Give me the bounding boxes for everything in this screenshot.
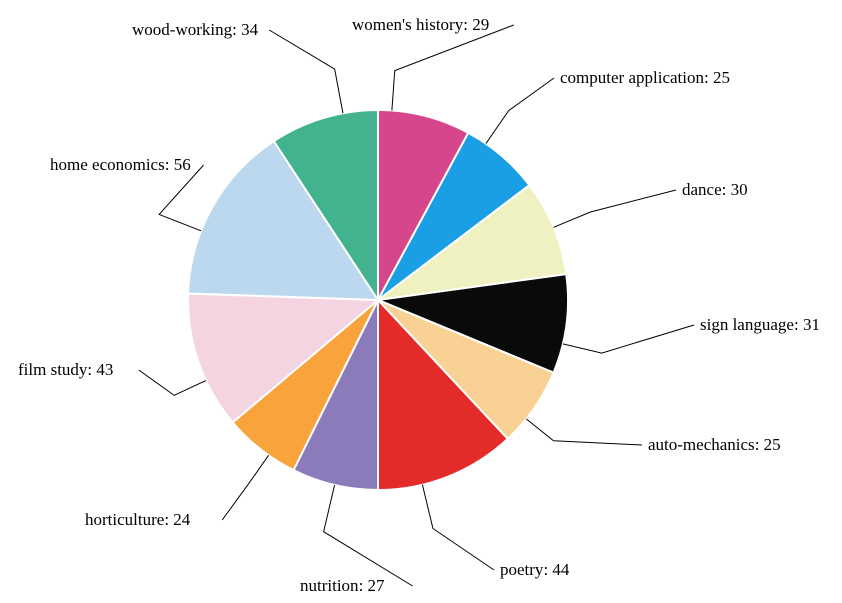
slice-label-name: film study (18, 360, 87, 379)
slice-label-name: home economics (50, 155, 165, 174)
slice-label-name: nutrition (300, 576, 359, 595)
leader-line (269, 30, 343, 113)
slice-label: horticulture: 24 (85, 510, 190, 530)
leader-line (486, 78, 554, 144)
slice-label-sep: : (704, 68, 713, 87)
slice-label-value: 43 (96, 360, 113, 379)
slice-label-name: horticulture (85, 510, 164, 529)
leader-line (526, 419, 642, 445)
slice-label-name: poetry (500, 560, 543, 579)
slice-label: dance: 30 (682, 180, 748, 200)
leader-line (554, 190, 676, 227)
slice-label-name: auto-mechanics (648, 435, 755, 454)
slice-label: wood-working: 34 (132, 20, 258, 40)
slice-label-sep: : (755, 435, 764, 454)
leader-line (422, 485, 494, 570)
slice-label-value: 30 (731, 180, 748, 199)
slice-label: sign language: 31 (700, 315, 820, 335)
slice-label-name: dance (682, 180, 722, 199)
slice-label-name: women's history (352, 15, 463, 34)
slice-label-value: 56 (174, 155, 191, 174)
slice-label-value: 25 (713, 68, 730, 87)
leader-line (139, 370, 206, 395)
slice-label: women's history: 29 (352, 15, 489, 35)
slice-label: home economics: 56 (50, 155, 191, 175)
slice-label: nutrition: 27 (300, 576, 385, 596)
slice-label-sep: : (722, 180, 731, 199)
slice-label-name: computer application (560, 68, 704, 87)
slice-label-sep: : (359, 576, 368, 595)
slice-label: film study: 43 (18, 360, 113, 380)
slice-label-value: 44 (552, 560, 569, 579)
pie-chart-container: women's history: 29 computer application:… (0, 0, 842, 603)
slice-label-sep: : (232, 20, 241, 39)
slice-label-value: 27 (368, 576, 385, 595)
leader-line (563, 325, 694, 353)
slice-label-sep: : (794, 315, 803, 334)
slice-label-value: 24 (173, 510, 190, 529)
leader-line (324, 485, 413, 586)
slice-label-name: wood-working (132, 20, 232, 39)
leader-line (392, 25, 514, 111)
slice-label-sep: : (463, 15, 472, 34)
slice-label: poetry: 44 (500, 560, 569, 580)
leader-line (222, 455, 268, 520)
slice-label: computer application: 25 (560, 68, 730, 88)
slice-label-value: 31 (803, 315, 820, 334)
slice-label-name: sign language (700, 315, 794, 334)
slice-label-value: 25 (764, 435, 781, 454)
slice-label-sep: : (165, 155, 174, 174)
slice-label-value: 34 (241, 20, 258, 39)
slice-label-value: 29 (472, 15, 489, 34)
slice-label-sep: : (164, 510, 173, 529)
slice-label: auto-mechanics: 25 (648, 435, 781, 455)
